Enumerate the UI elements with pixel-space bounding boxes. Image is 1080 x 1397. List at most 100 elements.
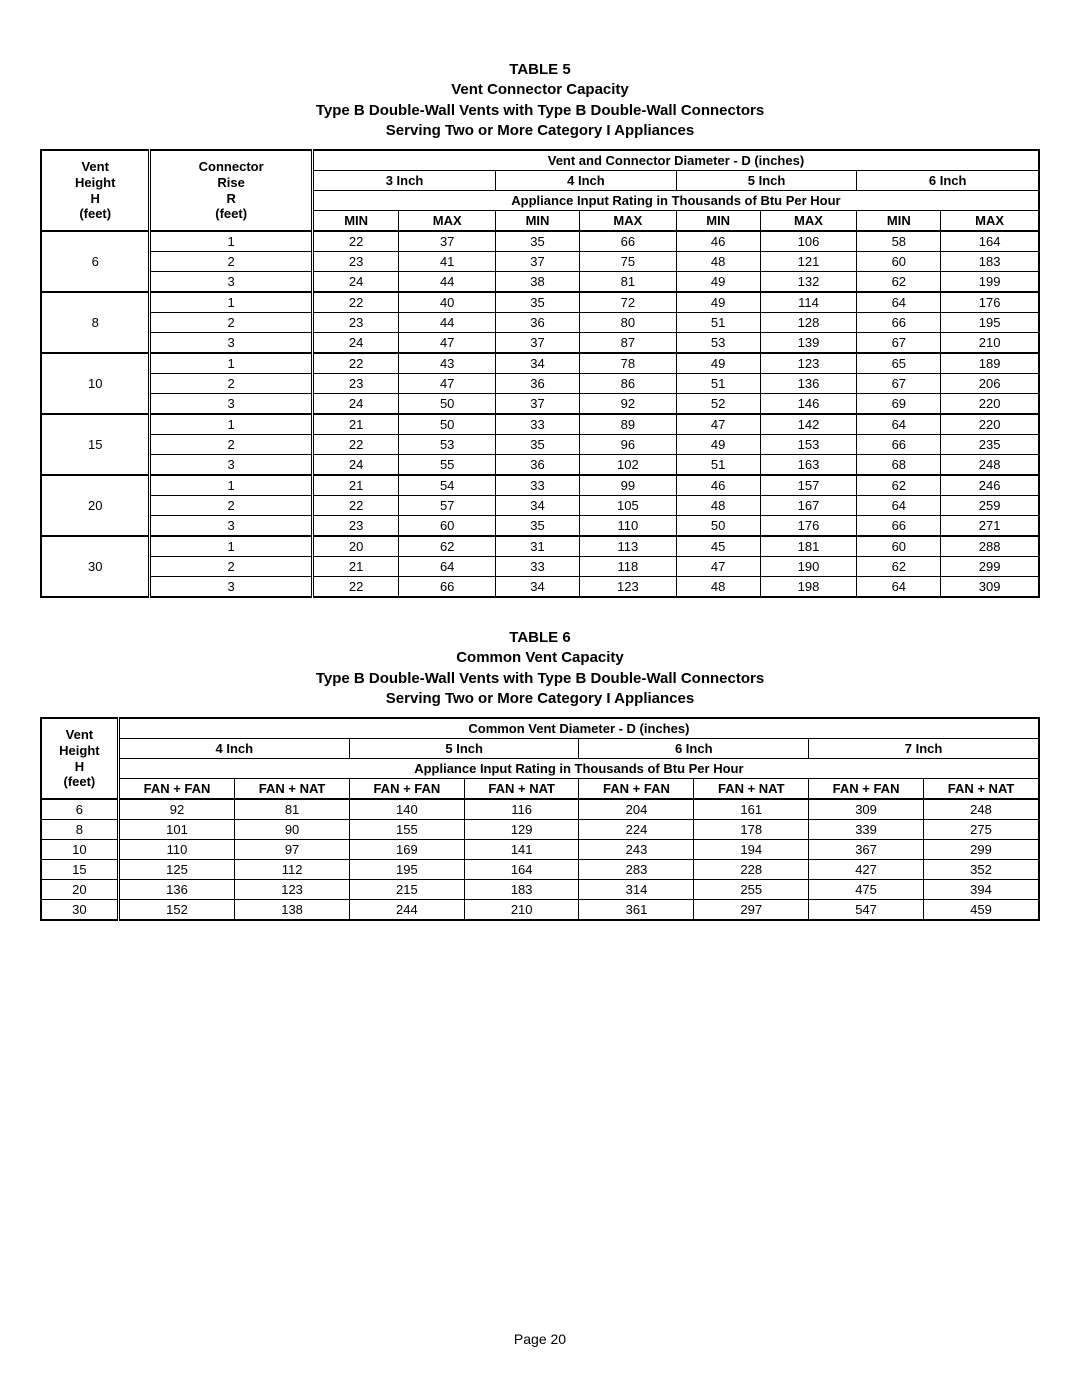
t5-cell-5-0-4: 113 bbox=[579, 536, 676, 557]
t5-cell-4-2-1: 23 bbox=[312, 516, 398, 537]
t5-cell-4-1-2: 57 bbox=[399, 496, 496, 516]
t6-h-2: 10 bbox=[41, 840, 118, 860]
t5-rise-2-0: 1 bbox=[150, 353, 312, 374]
t6-cell-5-6: 297 bbox=[694, 900, 809, 921]
t5-cell-4-2-7: 66 bbox=[857, 516, 941, 537]
t5-h-2: 10 bbox=[41, 353, 150, 414]
t5-cell-5-2-2: 66 bbox=[399, 577, 496, 598]
t6-size-3: 7 Inch bbox=[809, 739, 1039, 759]
t5-cell-0-1-8: 183 bbox=[941, 252, 1039, 272]
t5-cell-4-0-3: 33 bbox=[496, 475, 580, 496]
t6-cell-1-1: 101 bbox=[118, 820, 235, 840]
t5-cell-3-0-5: 47 bbox=[676, 414, 760, 435]
t5-cell-5-1-1: 21 bbox=[312, 557, 398, 577]
t5-cell-5-0-1: 20 bbox=[312, 536, 398, 557]
t5-cell-0-0-8: 164 bbox=[941, 231, 1039, 252]
t5-minmax-3: MAX bbox=[579, 211, 676, 232]
t5-cell-5-1-4: 118 bbox=[579, 557, 676, 577]
page-number: Page 20 bbox=[0, 1331, 1080, 1347]
t6-cell-1-7: 339 bbox=[809, 820, 924, 840]
t6-cell-0-3: 140 bbox=[349, 799, 464, 820]
t5-cell-1-0-8: 176 bbox=[941, 292, 1039, 313]
t5-cell-1-1-4: 80 bbox=[579, 313, 676, 333]
t6-title-l3: Serving Two or More Category I Appliance… bbox=[40, 689, 1040, 709]
t5-cell-3-0-8: 220 bbox=[941, 414, 1039, 435]
t5-cell-2-1-3: 36 bbox=[496, 374, 580, 394]
t5-cell-0-2-2: 44 bbox=[399, 272, 496, 293]
t5-cell-5-1-2: 64 bbox=[399, 557, 496, 577]
t6-colpair-4: FAN + FAN bbox=[579, 779, 694, 800]
t5-cell-1-1-8: 195 bbox=[941, 313, 1039, 333]
t5-cell-2-2-8: 220 bbox=[941, 394, 1039, 415]
table6: VentHeightH(feet)Common Vent Diameter - … bbox=[40, 717, 1040, 921]
t5-cell-4-1-1: 22 bbox=[312, 496, 398, 516]
t5-cell-1-0-2: 40 bbox=[399, 292, 496, 313]
t6-cell-4-6: 255 bbox=[694, 880, 809, 900]
t5-cell-0-0-1: 22 bbox=[312, 231, 398, 252]
t5-cell-3-2-5: 51 bbox=[676, 455, 760, 476]
t5-cell-3-0-6: 142 bbox=[760, 414, 857, 435]
t5-cell-5-1-5: 47 bbox=[676, 557, 760, 577]
t5-cell-2-2-3: 37 bbox=[496, 394, 580, 415]
t5-rise-0-0: 1 bbox=[150, 231, 312, 252]
t5-cell-1-2-4: 87 bbox=[579, 333, 676, 354]
t5-cell-1-2-2: 47 bbox=[399, 333, 496, 354]
t5-cell-3-1-4: 96 bbox=[579, 435, 676, 455]
t6-cell-0-4: 116 bbox=[464, 799, 579, 820]
t6-cell-0-1: 92 bbox=[118, 799, 235, 820]
t5-cell-5-0-3: 31 bbox=[496, 536, 580, 557]
t6-cell-0-5: 204 bbox=[579, 799, 694, 820]
t5-cell-2-0-7: 65 bbox=[857, 353, 941, 374]
t5-cell-1-0-6: 114 bbox=[760, 292, 857, 313]
t5-h-4: 20 bbox=[41, 475, 150, 536]
t5-cell-0-1-5: 48 bbox=[676, 252, 760, 272]
t5-cell-5-1-8: 299 bbox=[941, 557, 1039, 577]
t5-cell-5-1-3: 33 bbox=[496, 557, 580, 577]
t6-cell-4-2: 123 bbox=[235, 880, 350, 900]
t6-cell-5-7: 547 bbox=[809, 900, 924, 921]
t6-h-5: 30 bbox=[41, 900, 118, 921]
t6-colpair-2: FAN + FAN bbox=[349, 779, 464, 800]
t6-cell-3-5: 283 bbox=[579, 860, 694, 880]
t5-title-l2: Type B Double-Wall Vents with Type B Dou… bbox=[40, 101, 1040, 121]
t5-h-5: 30 bbox=[41, 536, 150, 597]
t5-cell-2-1-4: 86 bbox=[579, 374, 676, 394]
t6-colpair-3: FAN + NAT bbox=[464, 779, 579, 800]
t6-cell-3-2: 112 bbox=[235, 860, 350, 880]
t5-minmax-2: MIN bbox=[496, 211, 580, 232]
t5-cell-2-0-2: 43 bbox=[399, 353, 496, 374]
t6-cell-1-8: 275 bbox=[924, 820, 1039, 840]
t5-cell-3-1-2: 53 bbox=[399, 435, 496, 455]
t6-cell-4-8: 394 bbox=[924, 880, 1039, 900]
t6-cell-1-4: 129 bbox=[464, 820, 579, 840]
t5-cell-3-2-7: 68 bbox=[857, 455, 941, 476]
t5-cell-3-2-8: 248 bbox=[941, 455, 1039, 476]
t6-colpair-6: FAN + FAN bbox=[809, 779, 924, 800]
t6-cell-0-7: 309 bbox=[809, 799, 924, 820]
t5-cell-2-0-6: 123 bbox=[760, 353, 857, 374]
t5-cell-2-1-5: 51 bbox=[676, 374, 760, 394]
t5-cell-5-1-6: 190 bbox=[760, 557, 857, 577]
t5-cell-2-1-6: 136 bbox=[760, 374, 857, 394]
t5-rise-0-1: 2 bbox=[150, 252, 312, 272]
t5-cell-0-1-7: 60 bbox=[857, 252, 941, 272]
t5-cell-0-1-1: 23 bbox=[312, 252, 398, 272]
t5-cell-1-2-1: 24 bbox=[312, 333, 398, 354]
t5-cell-1-2-3: 37 bbox=[496, 333, 580, 354]
t5-title-l1: Vent Connector Capacity bbox=[40, 80, 1040, 100]
t5-cell-2-0-8: 189 bbox=[941, 353, 1039, 374]
t5-h-3: 15 bbox=[41, 414, 150, 475]
t5-cell-1-1-2: 44 bbox=[399, 313, 496, 333]
t5-cell-1-0-5: 49 bbox=[676, 292, 760, 313]
t6-colpair-5: FAN + NAT bbox=[694, 779, 809, 800]
t6-cell-4-3: 215 bbox=[349, 880, 464, 900]
t5-cell-1-1-3: 36 bbox=[496, 313, 580, 333]
t5-cell-0-0-3: 35 bbox=[496, 231, 580, 252]
t5-cell-4-2-8: 271 bbox=[941, 516, 1039, 537]
t5-cell-3-1-1: 22 bbox=[312, 435, 398, 455]
t5-cell-1-0-7: 64 bbox=[857, 292, 941, 313]
t6-cell-1-5: 224 bbox=[579, 820, 694, 840]
t5-vent-height-header: VentHeightH(feet) bbox=[41, 150, 150, 231]
t6-h-0: 6 bbox=[41, 799, 118, 820]
t6-size-2: 6 Inch bbox=[579, 739, 809, 759]
